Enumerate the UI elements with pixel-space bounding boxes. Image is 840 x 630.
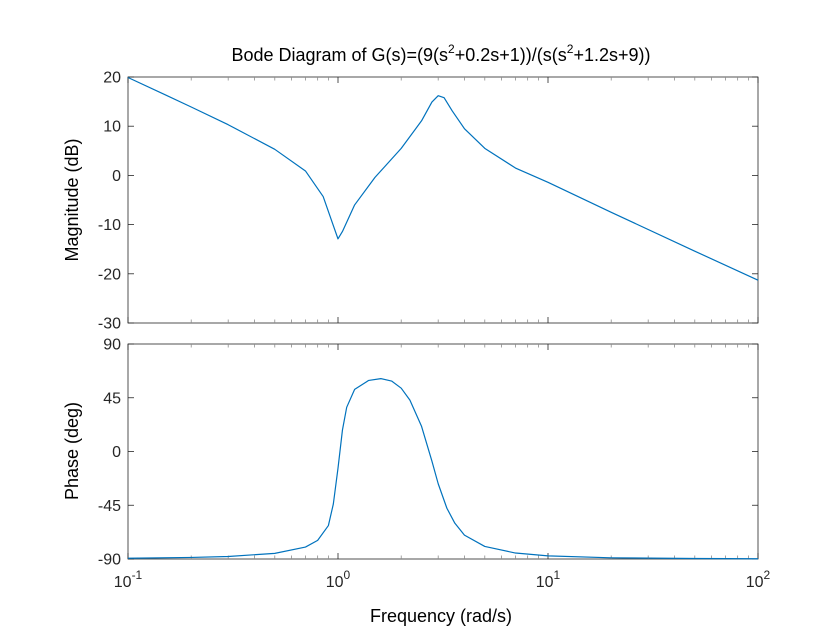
title-superscript-2: 2 xyxy=(567,42,574,56)
x-tick-label: 10-1 xyxy=(114,568,143,591)
magnitude-axes-box xyxy=(127,76,759,324)
magnitude-y-tick-label: -10 xyxy=(98,217,121,234)
phase-series-line xyxy=(127,378,759,560)
magnitude-y-tick-label: 20 xyxy=(103,70,121,87)
title-part-3: +1.2s+9)) xyxy=(573,45,650,65)
magnitude-series-line xyxy=(127,76,759,281)
phase-y-tick-label: 90 xyxy=(103,337,121,354)
phase-y-axis-label: Phase (deg) xyxy=(62,402,82,500)
chart-title: Bode Diagram of G(s)=(9(s2+0.2s+1))/(s(s… xyxy=(231,42,650,65)
magnitude-axes: 20 10 0 -10 -20 -30 xyxy=(98,70,759,333)
magnitude-y-tick-label: -20 xyxy=(98,266,121,283)
title-part-1: Bode Diagram of G(s)=(9(s xyxy=(231,45,448,65)
magnitude-y-tick-label: -30 xyxy=(98,316,121,333)
x-tick-label: 100 xyxy=(326,568,351,591)
title-superscript-1: 2 xyxy=(448,42,455,56)
title-part-2: +0.2s+1))/(s(s xyxy=(455,45,567,65)
x-tick-label: 101 xyxy=(536,568,561,591)
magnitude-y-tick-label: 10 xyxy=(103,119,121,136)
x-axis-label: Frequency (rad/s) xyxy=(370,606,512,626)
x-tick-label: 102 xyxy=(746,568,771,591)
phase-y-tick-label: 0 xyxy=(112,444,121,461)
magnitude-y-tick-label: 0 xyxy=(112,168,121,185)
phase-y-tick-label: -45 xyxy=(98,498,121,515)
magnitude-y-axis-label: Magnitude (dB) xyxy=(62,138,82,261)
phase-y-tick-label: -90 xyxy=(98,552,121,569)
phase-y-tick-label: 45 xyxy=(103,390,121,407)
